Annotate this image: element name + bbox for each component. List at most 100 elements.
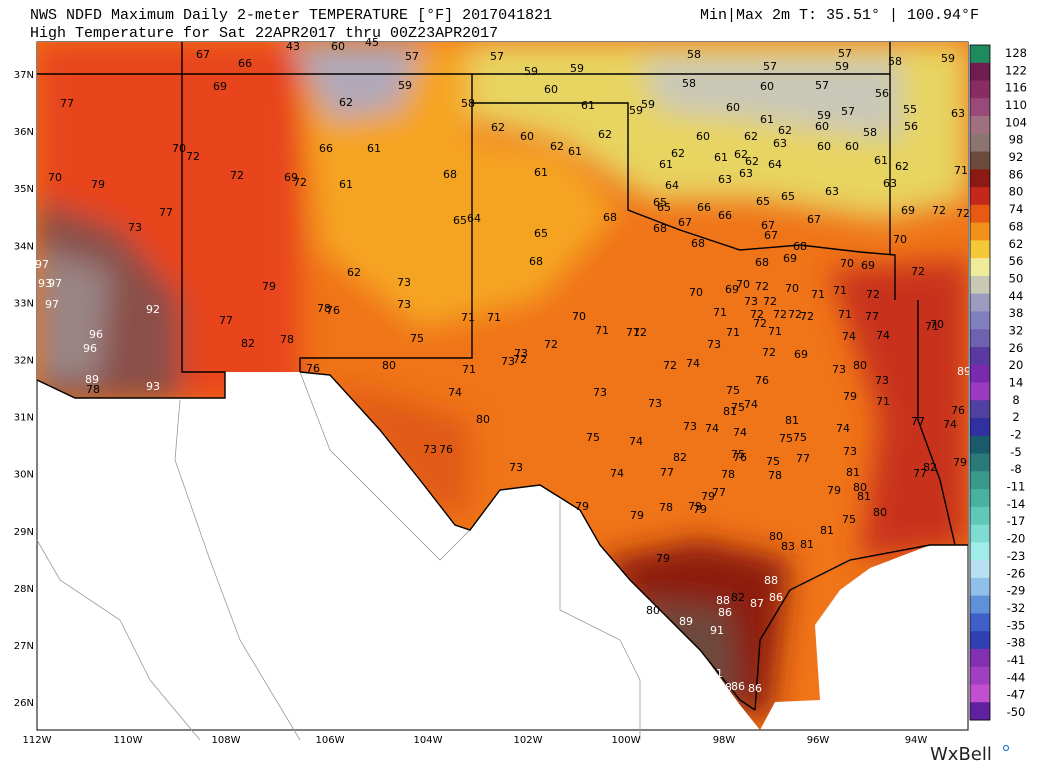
station-value: 66 [319, 142, 333, 155]
station-value: 59 [817, 109, 831, 122]
station-value: 75 [731, 401, 745, 414]
colorbar-segment [970, 524, 990, 543]
station-value: 62 [671, 147, 685, 160]
colorbar-segment [970, 560, 990, 579]
station-value: 60 [817, 140, 831, 153]
station-value: 74 [733, 426, 747, 439]
station-value: 65 [653, 196, 667, 209]
station-value: 67 [196, 48, 210, 61]
colorbar-segment [970, 293, 990, 312]
station-value: 91 [709, 667, 723, 680]
colorbar-segment [970, 453, 990, 472]
colorbar-label: -8 [1010, 462, 1021, 476]
station-value: 60 [726, 101, 740, 114]
station-value: 56 [875, 87, 889, 100]
station-value: 71 [487, 311, 501, 324]
station-value: 79 [91, 178, 105, 191]
colorbar-segment [970, 151, 990, 170]
station-value: 80 [873, 506, 887, 519]
colorbar-segment [970, 506, 990, 526]
colorbar-segment [970, 80, 990, 99]
station-value: 76 [326, 304, 340, 317]
station-value: 60 [520, 130, 534, 143]
colorbar-segment [970, 613, 990, 632]
station-value: 96 [89, 328, 103, 341]
station-value: 58 [888, 55, 902, 68]
station-value: 68 [653, 222, 667, 235]
colorbar-label: 14 [1009, 376, 1024, 390]
longitude-label: 110W [114, 735, 143, 746]
colorbar-label: -35 [1007, 618, 1026, 632]
colorbar-label: -5 [1010, 445, 1021, 459]
station-value: 75 [586, 431, 600, 444]
station-value: 80 [382, 359, 396, 372]
station-value: 79 [843, 390, 857, 403]
station-value: 79 [701, 490, 715, 503]
station-value: 62 [347, 266, 361, 279]
station-value: 71 [925, 320, 939, 333]
station-value: 72 [763, 295, 777, 308]
colorbar-label: 50 [1009, 271, 1024, 285]
station-value: 71 [713, 306, 727, 319]
station-value: 74 [448, 386, 462, 399]
latitude-label: 37N [14, 70, 34, 81]
station-value: 75 [779, 432, 793, 445]
station-value: 68 [443, 168, 457, 181]
subtitle: High Temperature for Sat 22APR2017 thru … [30, 25, 498, 42]
colorbar-frame [969, 44, 991, 721]
station-value: 71 [726, 326, 740, 339]
station-value: 61 [874, 154, 888, 167]
station-value: 83 [781, 540, 795, 553]
station-value: 74 [629, 435, 643, 448]
station-value: 70 [930, 318, 944, 331]
station-value: 72 [911, 265, 925, 278]
station-value: 73 [875, 374, 889, 387]
colorbar-segment [970, 346, 990, 366]
station-value: 73 [397, 298, 411, 311]
station-value: 89 [957, 365, 971, 378]
station-value: 70 [48, 171, 62, 184]
station-value: 78 [721, 468, 735, 481]
station-value: 93 [146, 380, 160, 393]
station-value: 61 [568, 145, 582, 158]
station-value: 77 [159, 206, 173, 219]
colorbar-segment [970, 382, 990, 401]
station-value: 70 [785, 282, 799, 295]
station-value: 59 [570, 62, 584, 75]
station-value: 81 [857, 490, 871, 503]
station-value: 71 [626, 326, 640, 339]
station-value: 76 [951, 404, 965, 417]
station-value: 72 [755, 280, 769, 293]
latitude-label: 26N [14, 698, 34, 709]
watermark-dot [1002, 744, 1010, 752]
station-value: 79 [656, 552, 670, 565]
latitude-label: 33N [14, 298, 34, 309]
station-value: 78 [317, 302, 331, 315]
station-value: 60 [696, 130, 710, 143]
station-value: 65 [657, 201, 671, 214]
station-value: 74 [943, 418, 957, 431]
colorbar-label: 104 [1005, 115, 1027, 129]
station-value: 77 [913, 467, 927, 480]
colorbar-segment [970, 631, 990, 650]
latitude-label: 34N [14, 241, 34, 252]
colorbar-label: -47 [1007, 688, 1026, 702]
station-value: 81 [785, 414, 799, 427]
station-value: 92 [146, 303, 160, 316]
station-value: 72 [293, 176, 307, 189]
station-value: 73 [648, 397, 662, 410]
station-value: 59 [941, 52, 955, 65]
station-value: 73 [832, 363, 846, 376]
station-value: 65 [534, 227, 548, 240]
station-value: 62 [734, 148, 748, 161]
mexico-state-lines [36, 371, 641, 741]
station-value: 72 [513, 353, 527, 366]
station-value: 71 [462, 363, 476, 376]
station-value: 61 [760, 113, 774, 126]
station-value: 57 [841, 105, 855, 118]
station-value: 57 [838, 47, 852, 60]
colorbar-label: -29 [1007, 584, 1026, 598]
station-value: 66 [238, 57, 252, 70]
station-value: 59 [835, 60, 849, 73]
station-value: 60 [760, 80, 774, 93]
